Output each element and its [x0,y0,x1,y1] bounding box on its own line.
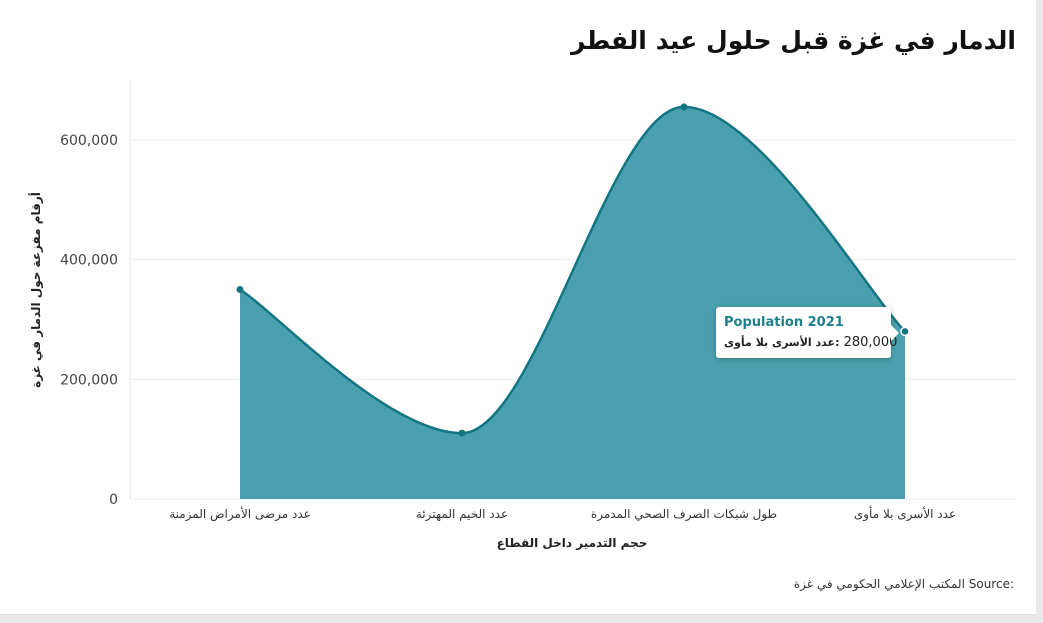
tooltip-series-name: Population 2021 [724,315,844,330]
data-point [236,286,244,293]
series-line [239,105,906,435]
tooltip-value: 280,000 [843,335,898,350]
series-area-fill [240,106,905,499]
y-tick-label: 400,000 [60,253,118,269]
x-axis-title: حجم التدمير داخل القطاع [497,536,648,550]
y-axis-ticks: 0 200,000 400,000 600,000 [60,133,118,508]
data-point [458,429,466,437]
tooltip-category: عدد الأسرى بلا مأوى [724,336,836,349]
data-tooltip: Population 2021 عدد الأسرى بلا مأوى: 280… [716,307,899,358]
y-axis-title: أرقام مفزعة حول الدمار في غزة [28,192,44,388]
x-axis-categories: عدد مرضى الأمراض المزمنة عدد الخيم المهتر… [169,505,956,522]
chart-title: الدمار في غزة قبل حلول عيد الفطر [571,26,1016,55]
y-tick-label: 0 [109,492,118,508]
area-layer [239,105,906,499]
x-category-label: عدد مرضى الأمراض المزمنة [169,506,311,522]
area-chart: 0 200,000 400,000 600,000 عدد مرضى الأمراض … [28,80,1016,550]
y-tick-label: 200,000 [60,372,118,388]
source-label: Source: [968,577,1014,591]
source-text: المكتب الإعلامي الحكومي في غزة [793,577,965,591]
tooltip-line: عدد الأسرى بلا مأوى: 280,000 [724,335,898,350]
x-category-label: طول شبكات الصرف الصحي المدمرة [591,507,777,522]
data-point [900,326,910,337]
y-tick-label: 600,000 [60,133,118,149]
x-category-label: عدد الخيم المهترئة [416,507,508,522]
source-credit: المكتب الإعلامي الحكومي في غزة Source: [794,577,1014,591]
data-point [680,103,688,111]
markers [236,103,910,437]
x-category-label: عدد الأسرى بلا مأوى [854,505,956,522]
